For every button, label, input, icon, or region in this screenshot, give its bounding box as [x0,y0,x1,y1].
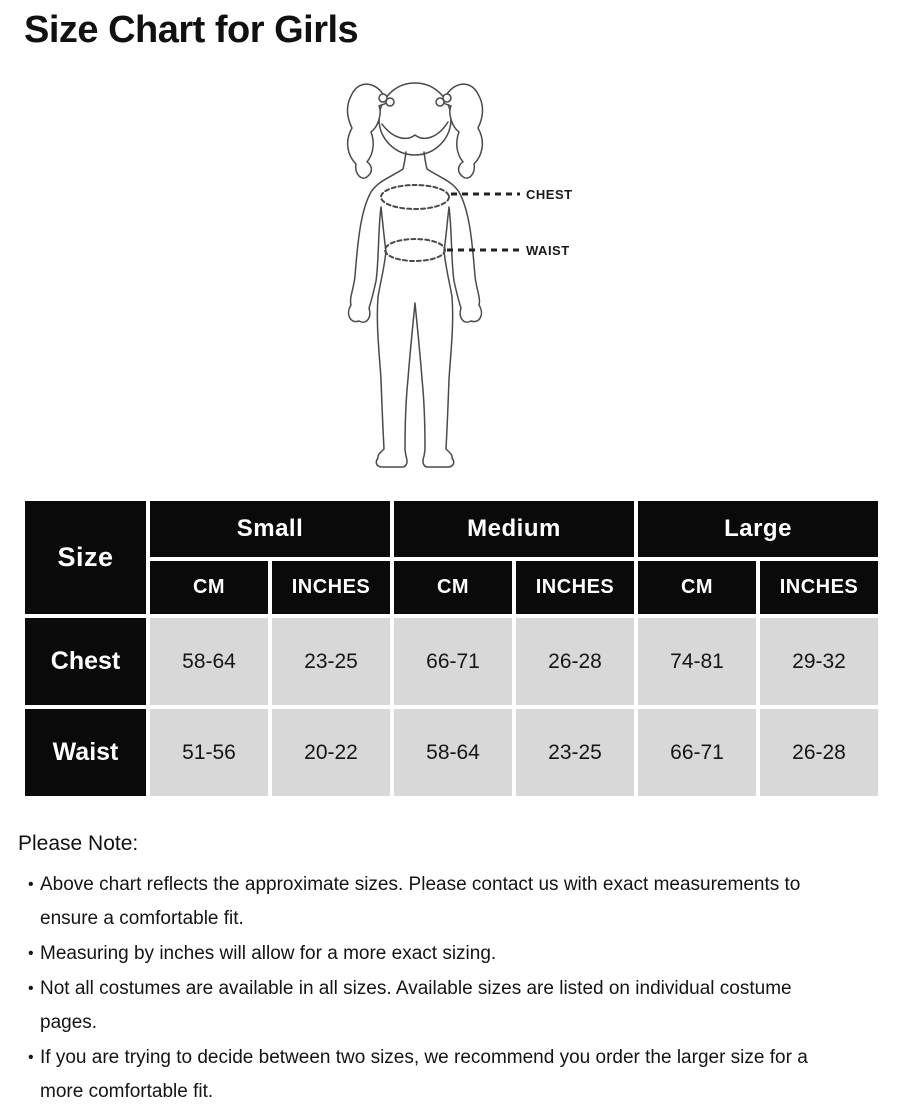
note-text: Measuring by inches will allow for a mor… [40,943,497,964]
left-pigtail [346,83,388,179]
waist-label: WAIST [526,243,570,258]
waist-large-inches: 26-28 [760,709,878,796]
unit-header-large-inches: INCHES [760,561,878,614]
waist-measure-ellipse [384,238,446,262]
waist-medium-cm: 58-64 [394,709,512,796]
waist-large-cm: 66-71 [638,709,756,796]
size-group-small: Small [150,501,390,557]
unit-header-medium-inches: INCHES [516,561,634,614]
chest-measure-ellipse [380,184,450,210]
notes-heading: Please Note: [18,832,139,855]
table-row: Size Small Medium Large [25,501,878,614]
chest-medium-inches: 26-28 [516,618,634,705]
table-row: Chest 58-64 23-25 66-71 26-28 74-81 29-3… [25,618,878,705]
list-item: • Not all costumes are available in all … [18,972,858,1040]
list-item: • Above chart reflects the approximate s… [18,868,858,936]
table-row: CM INCHES CM INCHES CM INCHES [25,561,878,614]
bullet-icon: • [28,1049,34,1066]
waist-small-cm: 51-56 [150,709,268,796]
measurement-figure: CHEST WAIST [330,78,620,478]
list-item: • If you are trying to decide between tw… [18,1041,858,1109]
chest-large-inches: 29-32 [760,618,878,705]
table-row: Waist 51-56 20-22 58-64 23-25 66-71 26-2… [25,709,878,796]
waist-medium-inches: 23-25 [516,709,634,796]
bullet-icon: • [28,876,34,893]
chest-small-cm: 58-64 [150,618,268,705]
unit-header-medium-cm: CM [394,561,512,614]
row-header-chest: Chest [25,618,146,705]
notes-section: Please Note: • Above chart reflects the … [18,832,858,1110]
girl-outline-illustration: CHEST WAIST [346,82,573,468]
chest-medium-cm: 66-71 [394,618,512,705]
size-group-large: Large [638,501,878,557]
size-corner-header: Size [25,501,146,614]
note-text: Not all costumes are available in all si… [40,978,792,1033]
unit-header-small-inches: INCHES [272,561,390,614]
left-hair-tie [378,93,395,107]
note-text: Above chart reflects the approximate siz… [40,874,801,929]
size-table: Size Small Medium Large CM INCHES CM INC… [21,497,882,800]
size-chart-page: { "colors": { "header_bg": "#0a0a0a", "h… [18,9,882,1102]
list-item: • Measuring by inches will allow for a m… [18,937,858,971]
size-group-medium: Medium [394,501,634,557]
page-title: Size Chart for Girls [24,9,359,51]
body-outline [347,151,483,468]
unit-header-large-cm: CM [638,561,756,614]
waist-small-inches: 20-22 [272,709,390,796]
bullet-icon: • [28,980,34,997]
row-header-waist: Waist [25,709,146,796]
chest-label: CHEST [526,187,573,202]
right-pigtail [442,83,484,179]
head-outline [378,82,452,156]
unit-header-small-cm: CM [150,561,268,614]
fringe-line [381,121,449,140]
note-text: If you are trying to decide between two … [40,1047,808,1102]
chest-large-cm: 74-81 [638,618,756,705]
bullet-icon: • [28,945,34,962]
chest-small-inches: 23-25 [272,618,390,705]
right-hair-tie [435,93,452,107]
